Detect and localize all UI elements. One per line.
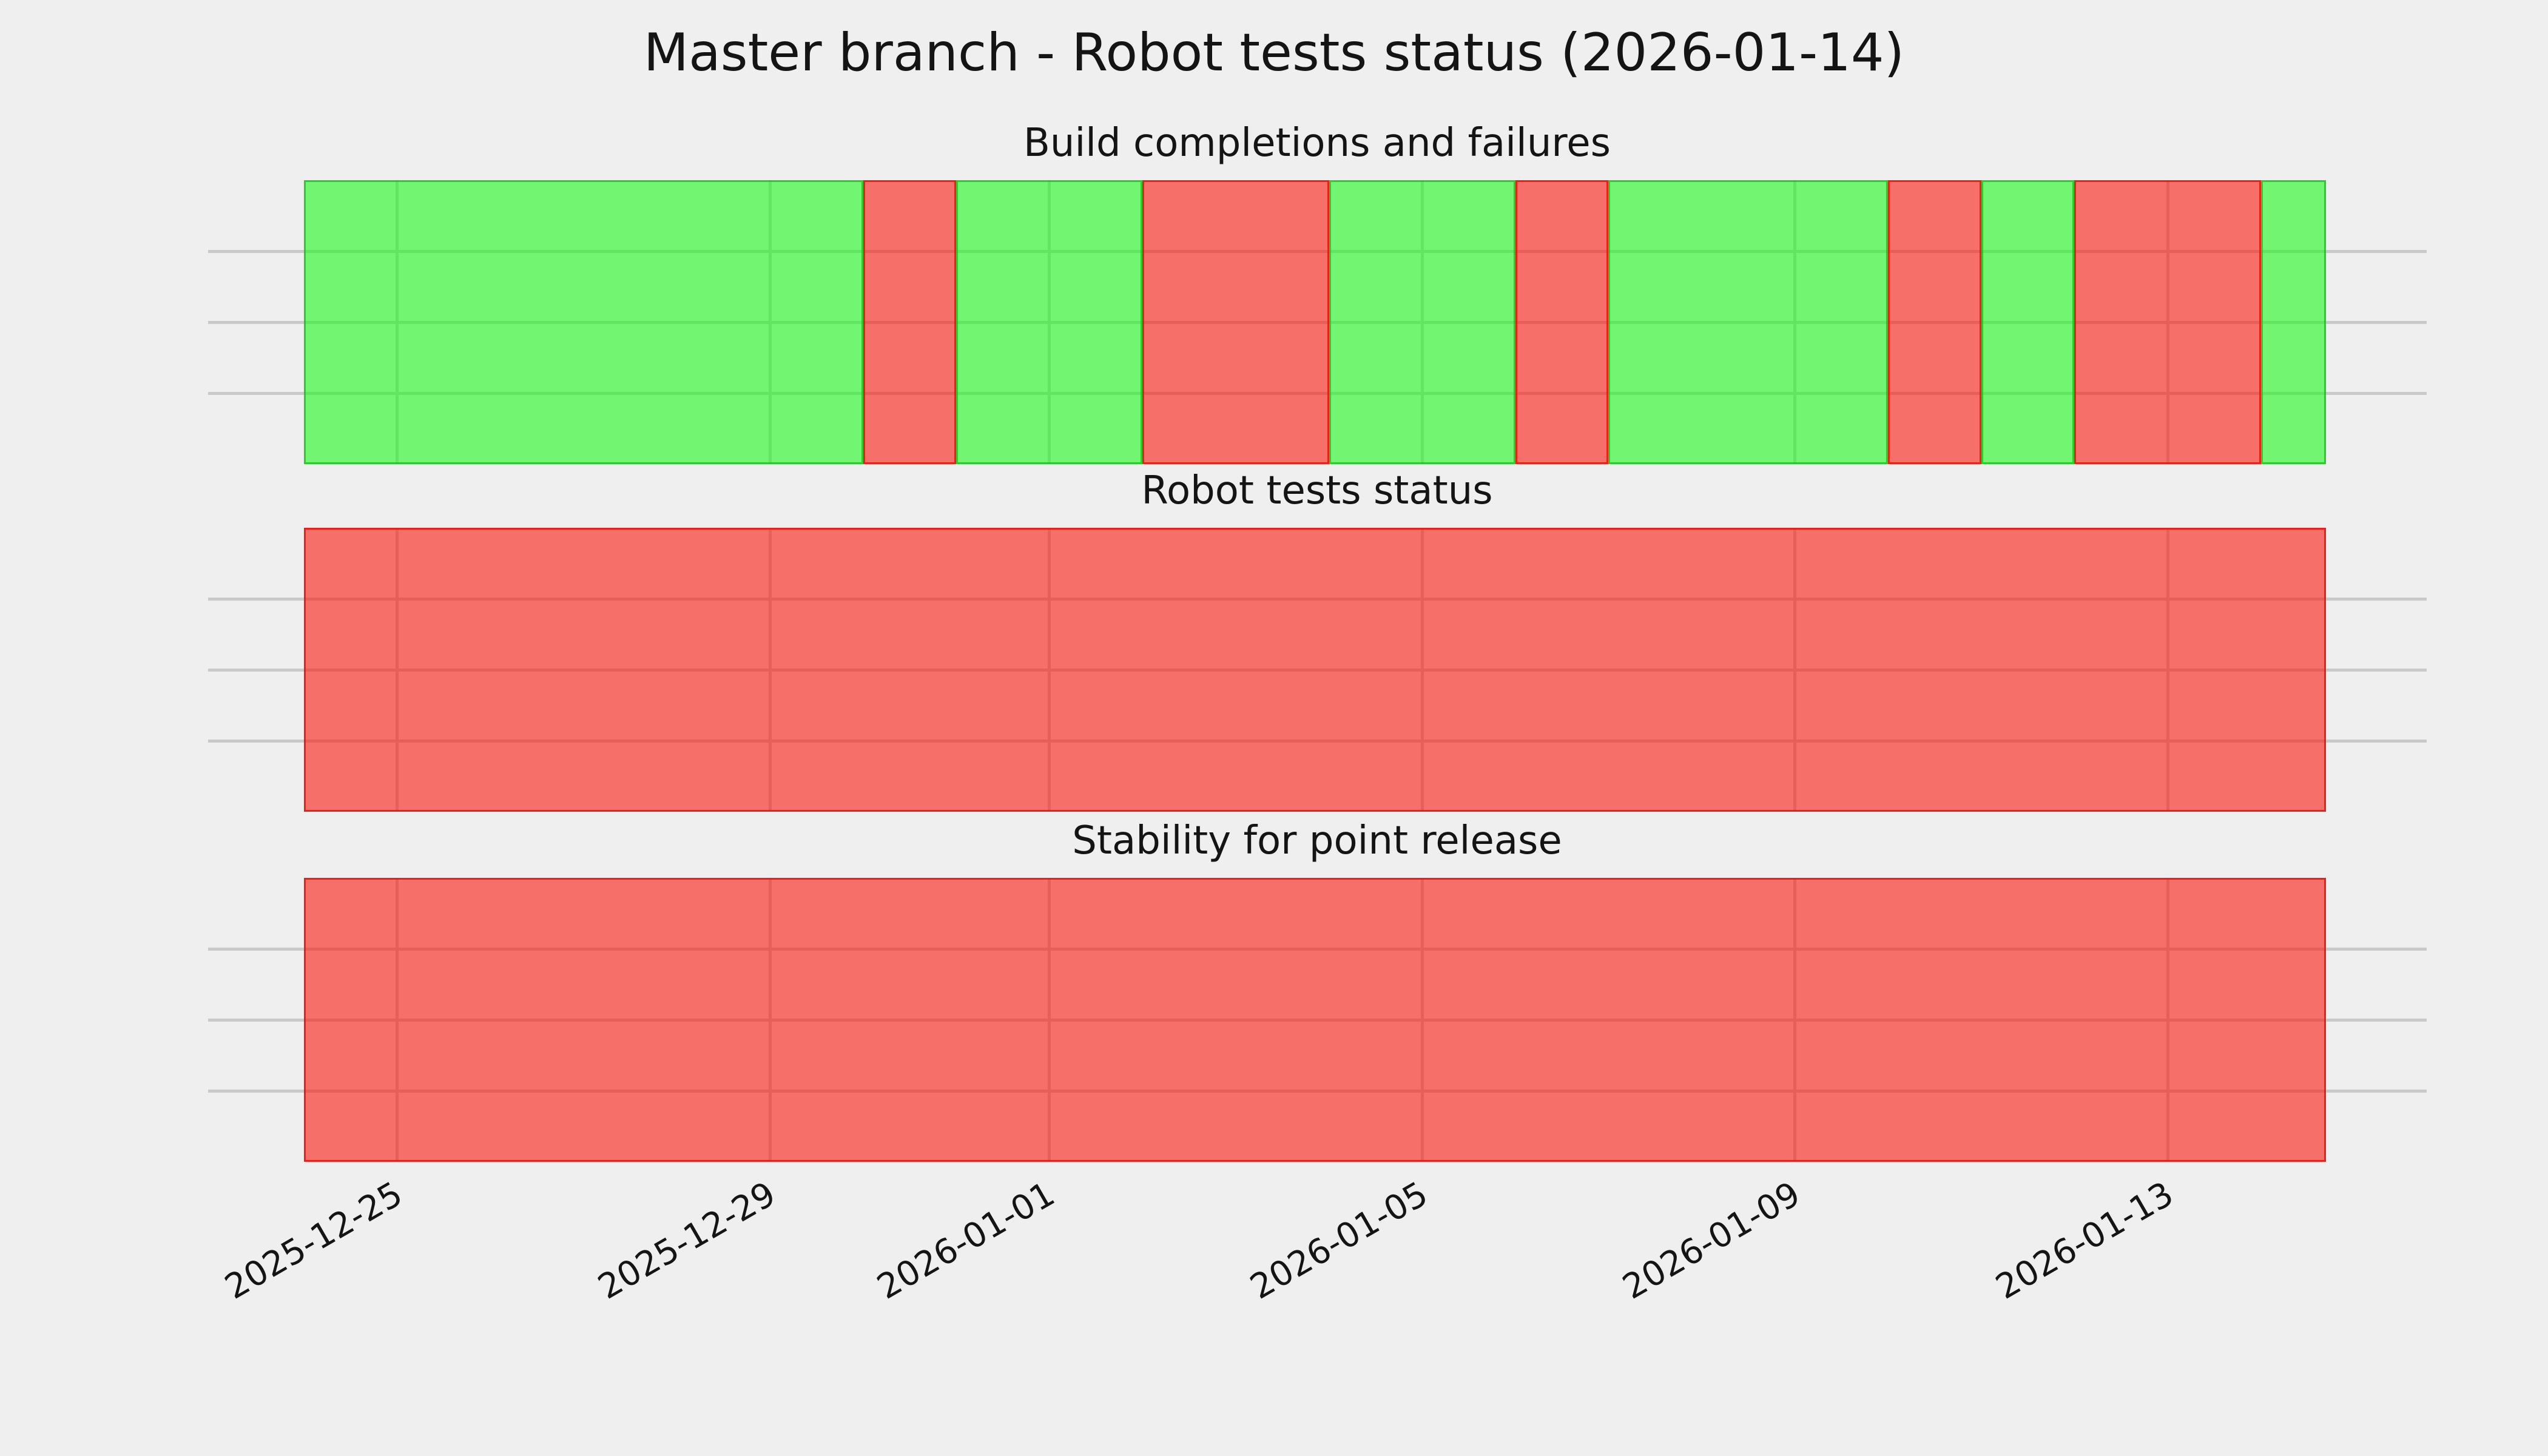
subplot-build-completions: Build completions and failures xyxy=(0,123,2548,464)
status-run-pass xyxy=(304,180,863,464)
status-run-fail xyxy=(1142,180,1329,464)
status-run-pass xyxy=(1981,180,2075,464)
plot-area-robot-tests xyxy=(0,528,2548,812)
status-run-pass xyxy=(1329,180,1515,464)
plot-area-build-completions xyxy=(0,180,2548,464)
status-run-pass xyxy=(956,180,1143,464)
x-tick-label: 2026-01-05 xyxy=(1243,1174,1435,1307)
status-run-fail xyxy=(304,878,2327,1162)
subplot-robot-tests: Robot tests status xyxy=(0,470,2548,812)
status-run-fail xyxy=(1515,180,1609,464)
subplot-stability: Stability for point release xyxy=(0,820,2548,1162)
subplot-title-robot-tests: Robot tests status xyxy=(1141,468,1493,513)
x-tick-label: 2026-01-13 xyxy=(1989,1174,2180,1307)
x-tick-label: 2026-01-01 xyxy=(871,1174,1062,1307)
x-tick-label: 2025-12-25 xyxy=(218,1174,410,1307)
subplot-title-stability: Stability for point release xyxy=(1072,818,1562,863)
status-run-fail xyxy=(1888,180,1981,464)
x-tick-label: 2025-12-29 xyxy=(591,1174,782,1307)
subplot-title-build-completions: Build completions and failures xyxy=(1023,121,1611,166)
status-run-pass xyxy=(1608,180,1889,464)
status-run-fail xyxy=(2074,180,2261,464)
status-run-fail xyxy=(304,528,2327,812)
status-run-pass xyxy=(2260,180,2327,464)
plot-area-stability xyxy=(0,878,2548,1162)
figure-title: Master branch - Robot tests status (2026… xyxy=(643,22,1905,83)
status-run-fail xyxy=(863,180,957,464)
x-tick-label: 2026-01-09 xyxy=(1616,1174,1807,1307)
